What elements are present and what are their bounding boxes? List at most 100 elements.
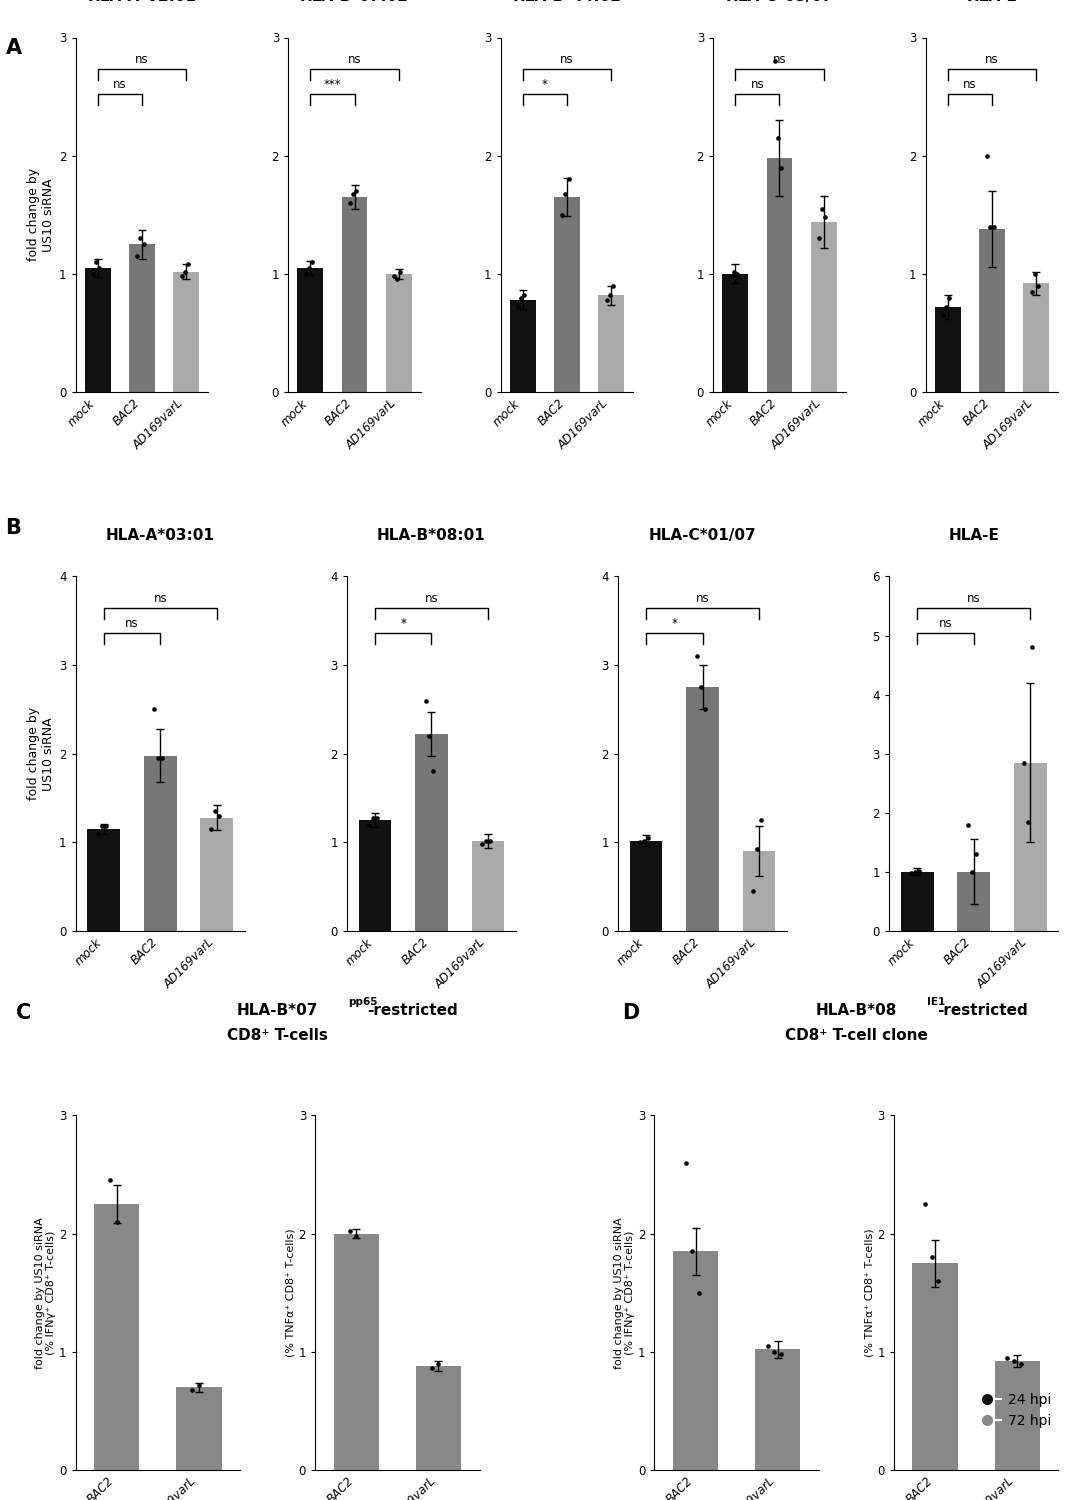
Bar xyxy=(723,274,748,392)
Bar xyxy=(913,1263,958,1470)
Bar xyxy=(174,272,199,392)
Text: IE1: IE1 xyxy=(927,998,945,1008)
Text: pp65: pp65 xyxy=(348,998,377,1008)
Point xyxy=(300,256,318,280)
Bar xyxy=(359,821,391,932)
Bar xyxy=(811,222,837,392)
Point xyxy=(917,1192,934,1216)
Bar xyxy=(341,196,367,392)
Title: HLA-E: HLA-E xyxy=(948,528,999,543)
Bar xyxy=(743,852,775,932)
Point xyxy=(303,251,321,274)
Bar xyxy=(94,1204,139,1470)
Point xyxy=(967,842,984,866)
Bar xyxy=(386,274,411,392)
Point xyxy=(559,168,577,192)
Text: ns: ns xyxy=(963,78,976,90)
Bar xyxy=(1014,762,1047,932)
Bar xyxy=(85,268,110,392)
Point xyxy=(759,1334,777,1358)
Point xyxy=(150,746,167,770)
Point xyxy=(910,859,928,883)
Point xyxy=(721,264,739,288)
Text: ns: ns xyxy=(348,53,362,66)
Title: HLA-B*44:02: HLA-B*44:02 xyxy=(513,0,621,4)
Text: ns: ns xyxy=(696,592,710,604)
Point xyxy=(554,202,571,226)
Point xyxy=(810,226,827,251)
Bar xyxy=(176,1388,221,1470)
Text: -restricted: -restricted xyxy=(367,1004,458,1019)
Text: ns: ns xyxy=(967,592,981,604)
Point xyxy=(1012,1352,1029,1376)
Point xyxy=(515,284,532,308)
Point xyxy=(97,815,114,839)
Point xyxy=(602,284,619,308)
Point xyxy=(176,260,193,284)
Title: HLA-C*01/07: HLA-C*01/07 xyxy=(649,528,756,543)
Point xyxy=(1029,273,1047,297)
Bar xyxy=(1024,284,1049,392)
Point xyxy=(766,50,783,74)
Point xyxy=(963,859,981,883)
Point xyxy=(598,288,616,312)
Bar xyxy=(767,158,793,392)
Point xyxy=(999,1346,1016,1370)
Y-axis label: fold change by
US10 siRNA: fold change by US10 siRNA xyxy=(27,168,55,261)
Point xyxy=(766,1340,783,1364)
Text: HLA-B*08: HLA-B*08 xyxy=(815,1004,897,1019)
Point xyxy=(985,214,1002,238)
Point xyxy=(153,746,171,770)
Point xyxy=(211,804,228,828)
Text: *: * xyxy=(542,78,548,90)
Point xyxy=(772,1342,789,1366)
Bar xyxy=(554,196,580,392)
Title: HLA-A*03:01: HLA-A*03:01 xyxy=(106,528,215,543)
Point xyxy=(744,879,761,903)
Point xyxy=(696,698,713,721)
Y-axis label: (% TNFα⁺ CD8⁺ T-cells): (% TNFα⁺ CD8⁺ T-cells) xyxy=(286,1228,296,1358)
Text: A: A xyxy=(5,38,22,57)
Point xyxy=(364,806,381,830)
Y-axis label: (% TNFα⁺ CD8⁺ T-cells): (% TNFα⁺ CD8⁺ T-cells) xyxy=(865,1228,875,1358)
Point xyxy=(424,759,442,783)
Point xyxy=(959,813,976,837)
Point xyxy=(361,813,378,837)
Point xyxy=(184,1377,201,1401)
Point xyxy=(482,828,499,852)
Point xyxy=(677,1150,694,1174)
Bar xyxy=(130,244,154,392)
Text: -restricted: -restricted xyxy=(937,1004,1028,1019)
Point xyxy=(91,256,108,280)
Title: HLA-C*05/07: HLA-C*05/07 xyxy=(726,0,834,4)
Text: ***: *** xyxy=(324,78,341,90)
Point xyxy=(725,260,742,284)
Point xyxy=(906,859,923,883)
Point xyxy=(941,285,958,309)
Point xyxy=(816,206,834,230)
Title: HLA-B*07:02: HLA-B*07:02 xyxy=(300,0,409,4)
Point xyxy=(202,818,219,842)
Point xyxy=(90,822,107,846)
Point xyxy=(635,828,652,852)
Point xyxy=(684,1239,701,1263)
Legend: 24 hpi, 72 hpi: 24 hpi, 72 hpi xyxy=(968,1388,1057,1432)
Bar xyxy=(144,756,177,932)
Point xyxy=(87,251,105,274)
Text: ns: ns xyxy=(125,616,139,630)
Point xyxy=(84,262,102,286)
Title: HLA-B*08:01: HLA-B*08:01 xyxy=(377,528,486,543)
Point xyxy=(604,273,621,297)
Bar xyxy=(297,268,323,392)
Text: ns: ns xyxy=(135,53,149,66)
Text: B: B xyxy=(5,518,22,537)
Point xyxy=(934,303,951,327)
Text: *: * xyxy=(672,616,677,630)
Bar xyxy=(630,840,662,932)
Point xyxy=(173,264,190,288)
Point xyxy=(813,196,831,220)
Point xyxy=(978,144,996,168)
Point xyxy=(297,262,314,286)
Point xyxy=(903,861,920,885)
Point xyxy=(1020,810,1037,834)
